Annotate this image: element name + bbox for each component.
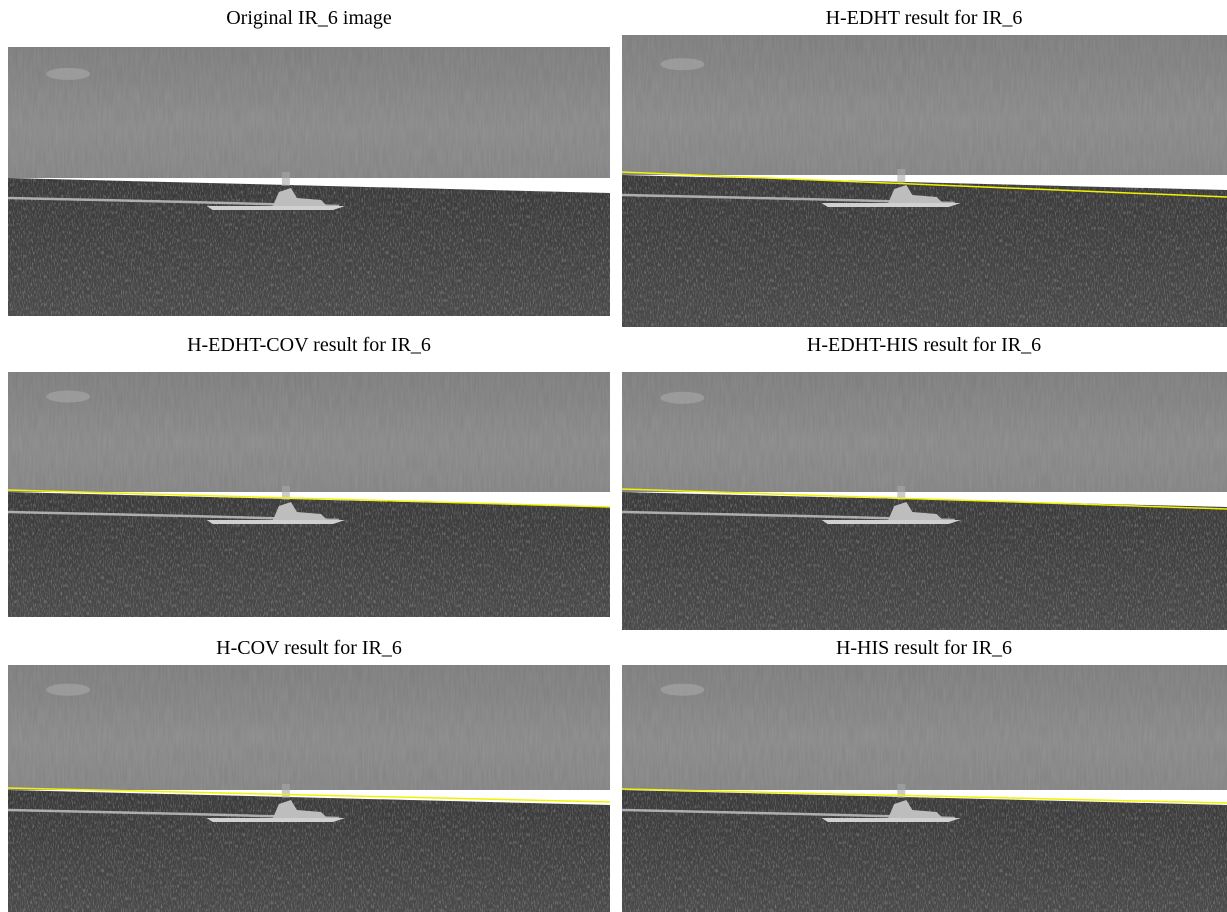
panel-caption: H-HIS result for IR_6: [624, 636, 1224, 660]
cloud: [661, 684, 705, 696]
ship: [822, 203, 961, 207]
ir-image: [8, 372, 610, 617]
ir-image: [8, 665, 610, 912]
smoke: [897, 169, 905, 183]
figure: {"panels": [ {"title": "Original IR_6 im…: [0, 0, 1227, 912]
ship: [207, 206, 345, 210]
cloud: [661, 392, 705, 404]
ir-image: [622, 372, 1227, 630]
sea-noise: [622, 790, 1227, 912]
smoke: [282, 172, 290, 186]
cloud: [46, 391, 90, 403]
ship: [822, 818, 961, 822]
ir-image: [622, 35, 1227, 327]
panel-caption: H-EDHT-HIS result for IR_6: [624, 333, 1224, 357]
ship: [207, 520, 345, 524]
ship: [822, 520, 961, 524]
sky-grain: [8, 372, 610, 492]
ir-image: [8, 47, 610, 316]
sky-grain: [8, 47, 610, 178]
sea-noise: [622, 492, 1227, 630]
cloud: [661, 58, 705, 70]
panel-caption: H-EDHT-COV result for IR_6: [9, 333, 609, 357]
sky-grain: [8, 665, 610, 790]
ship: [207, 818, 345, 822]
panel-caption: Original IR_6 image: [9, 6, 609, 30]
sea-noise: [8, 790, 610, 912]
sky-grain: [622, 35, 1227, 175]
panel-caption: H-EDHT result for IR_6: [624, 6, 1224, 30]
smoke: [282, 784, 290, 798]
sky-grain: [622, 665, 1227, 790]
panel-caption: H-COV result for IR_6: [9, 636, 609, 660]
cloud: [46, 684, 90, 696]
sky-grain: [622, 372, 1227, 492]
ir-image: [622, 665, 1227, 912]
cloud: [46, 68, 90, 80]
sea-noise: [8, 178, 610, 316]
sea-noise: [8, 492, 610, 617]
